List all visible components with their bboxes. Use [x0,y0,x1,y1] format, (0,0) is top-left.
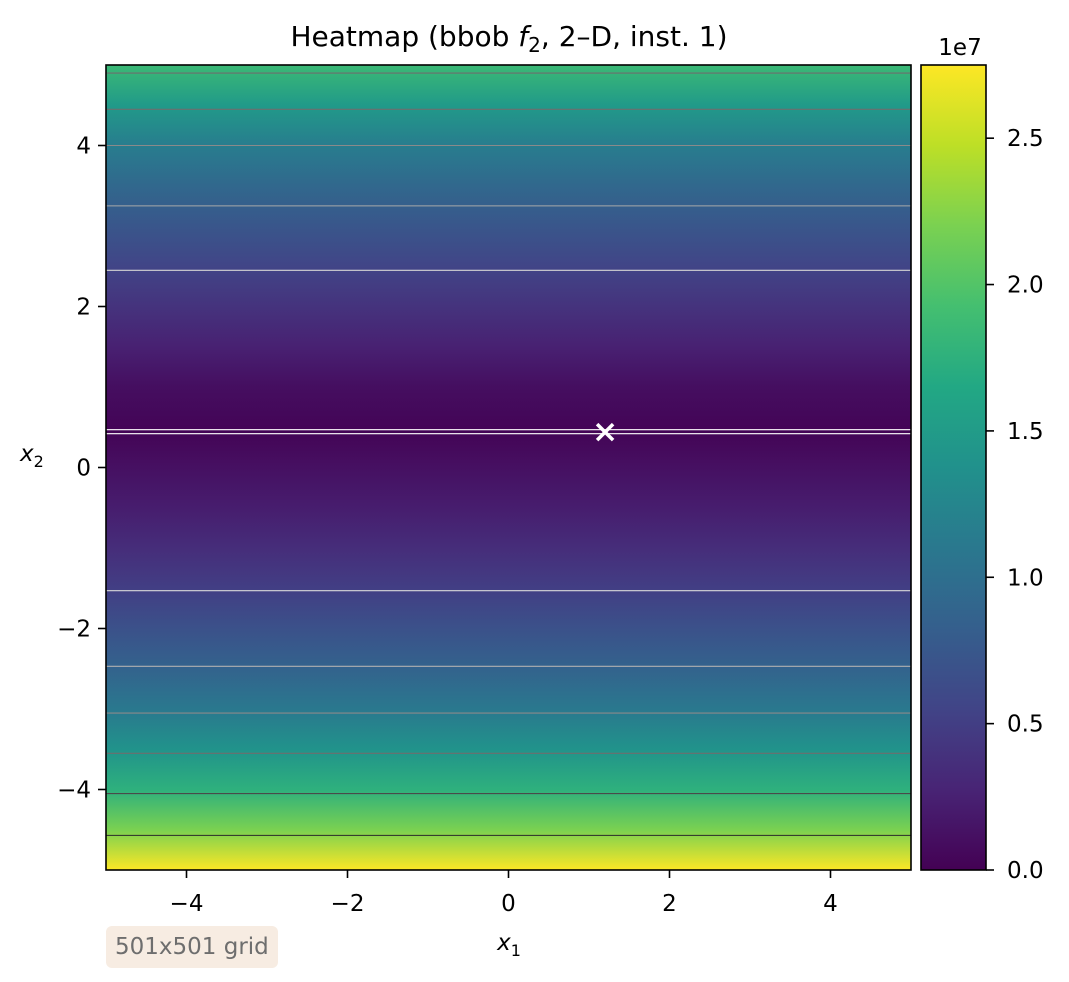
colorbar-tick-label: 1.5 [1007,419,1044,445]
x-tick-label: 2 [662,891,677,917]
y-tick-label: −2 [57,617,91,643]
heatmap-image [106,65,911,870]
grid-size-badge: 501x501 grid [106,926,278,968]
y-tick-label: 2 [76,295,91,321]
x-tick-label: −4 [170,891,204,917]
y-axis-ticks: −4 −2 0 2 4 [57,134,106,804]
colorbar-tick-label: 1.0 [1007,565,1044,591]
y-tick-label: −4 [57,778,91,804]
colorbar-ticks: 0.0 0.5 1.0 1.5 2.0 2.5 [986,126,1044,884]
colorbar-tick-label: 0.5 [1007,712,1044,738]
x-tick-label: 0 [501,891,516,917]
y-tick-label: 0 [76,456,91,482]
x-axis-ticks: −4 −2 0 2 4 [170,870,838,917]
colorbar-tick-label: 2.5 [1007,126,1044,152]
x-axis-label: x1 [496,930,521,960]
x-tick-label: −2 [331,891,365,917]
colorbar [920,64,987,871]
x-tick-label: 4 [823,891,838,917]
chart-title: Heatmap (bbob f2, 2–D, inst. 1) [290,20,727,57]
contour-lines [106,72,911,836]
colorbar-tick-label: 0.0 [1007,858,1044,884]
y-tick-label: 4 [76,134,91,160]
colorbar-offset-label: 1e7 [938,35,981,61]
optimum-marker-group [595,422,615,442]
y-axis-label: x2 [19,441,44,471]
colorbar-tick-label: 2.0 [1007,273,1044,299]
optimum-marker [595,422,615,442]
